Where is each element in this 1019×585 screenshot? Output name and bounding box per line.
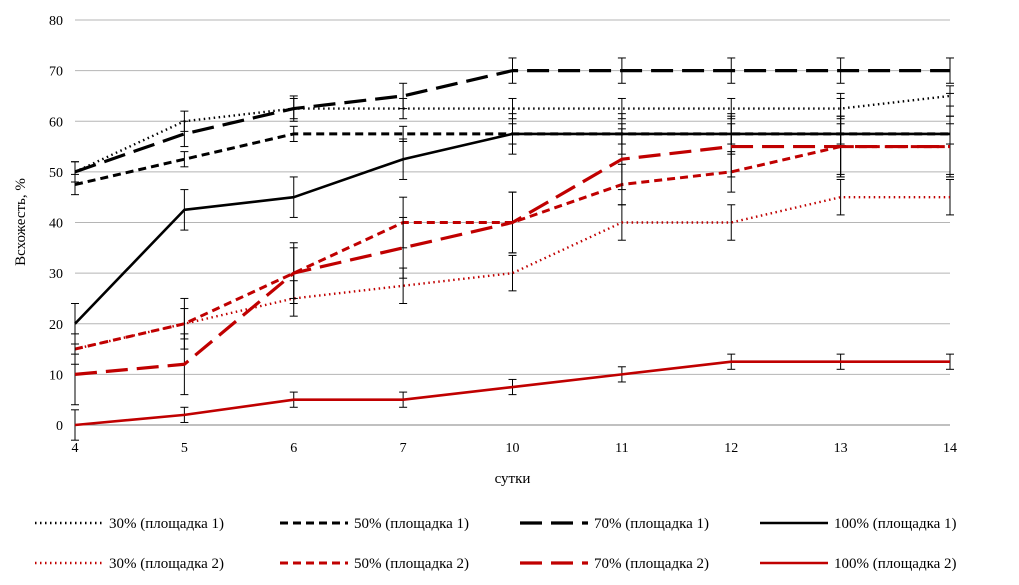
series-7 — [71, 353, 954, 441]
x-tick-label: 10 — [506, 441, 520, 456]
legend-label: 30% (площадка 2) — [109, 556, 224, 572]
x-tick-label: 14 — [943, 441, 957, 456]
series-layer — [71, 57, 954, 441]
y-tick-label: 40 — [49, 217, 63, 232]
x-axis-title: сутки — [495, 471, 531, 487]
x-tick-label: 13 — [834, 441, 848, 456]
y-tick-label: 20 — [49, 318, 63, 333]
x-tick-label: 11 — [615, 441, 628, 456]
y-tick-label: 80 — [49, 14, 63, 29]
series-line — [74, 360, 950, 427]
series-line — [74, 144, 950, 376]
y-tick-label: 10 — [49, 368, 63, 383]
y-tick-label: 70 — [49, 65, 63, 80]
y-tick-label: 60 — [49, 115, 63, 130]
series-line — [74, 132, 950, 325]
y-tick-label: 30 — [49, 267, 63, 282]
legend-item: 100% (площадка 2) — [760, 556, 957, 572]
legend-label: 100% (площадка 2) — [834, 556, 957, 572]
legend-item: 30% (площадка 1) — [35, 516, 224, 532]
series-3 — [71, 92, 954, 345]
series-line — [74, 69, 950, 174]
legend-item: 50% (площадка 1) — [280, 516, 469, 532]
y-axis-title: Всхожесть, % — [13, 178, 29, 266]
series-2 — [71, 57, 954, 183]
series-6 — [71, 115, 954, 406]
legend-item: 30% (площадка 2) — [35, 556, 224, 572]
y-tick-label: 50 — [49, 166, 63, 181]
legend-label: 50% (площадка 1) — [354, 516, 469, 532]
legend-label: 70% (площадка 1) — [594, 516, 709, 532]
legend-label: 100% (площадка 1) — [834, 516, 957, 532]
y-tick-label: 0 — [56, 419, 63, 434]
legend-label: 30% (площадка 1) — [109, 516, 224, 532]
x-tick-label: 5 — [181, 441, 188, 456]
x-tick-labels: 4 5 6 7 10 11 12 13 14 — [72, 441, 958, 456]
x-tick-label: 6 — [290, 441, 297, 456]
series-line — [74, 94, 951, 173]
x-tick-label: 7 — [400, 441, 407, 456]
legend-item: 50% (площадка 2) — [280, 556, 469, 572]
x-tick-label: 12 — [724, 441, 738, 456]
legend-item: 70% (площадка 1) — [520, 516, 709, 532]
legend: 30% (площадка 1) 50% (площадка 1) 70% (пло… — [35, 516, 957, 572]
legend-label: 70% (площадка 2) — [594, 556, 709, 572]
y-tick-labels: 0 10 20 30 40 50 60 70 80 — [49, 14, 63, 434]
legend-item: 70% (площадка 2) — [520, 556, 709, 572]
legend-item: 100% (площадка 1) — [760, 516, 957, 532]
x-tick-label: 4 — [72, 441, 79, 456]
legend-label: 50% (площадка 2) — [354, 556, 469, 572]
